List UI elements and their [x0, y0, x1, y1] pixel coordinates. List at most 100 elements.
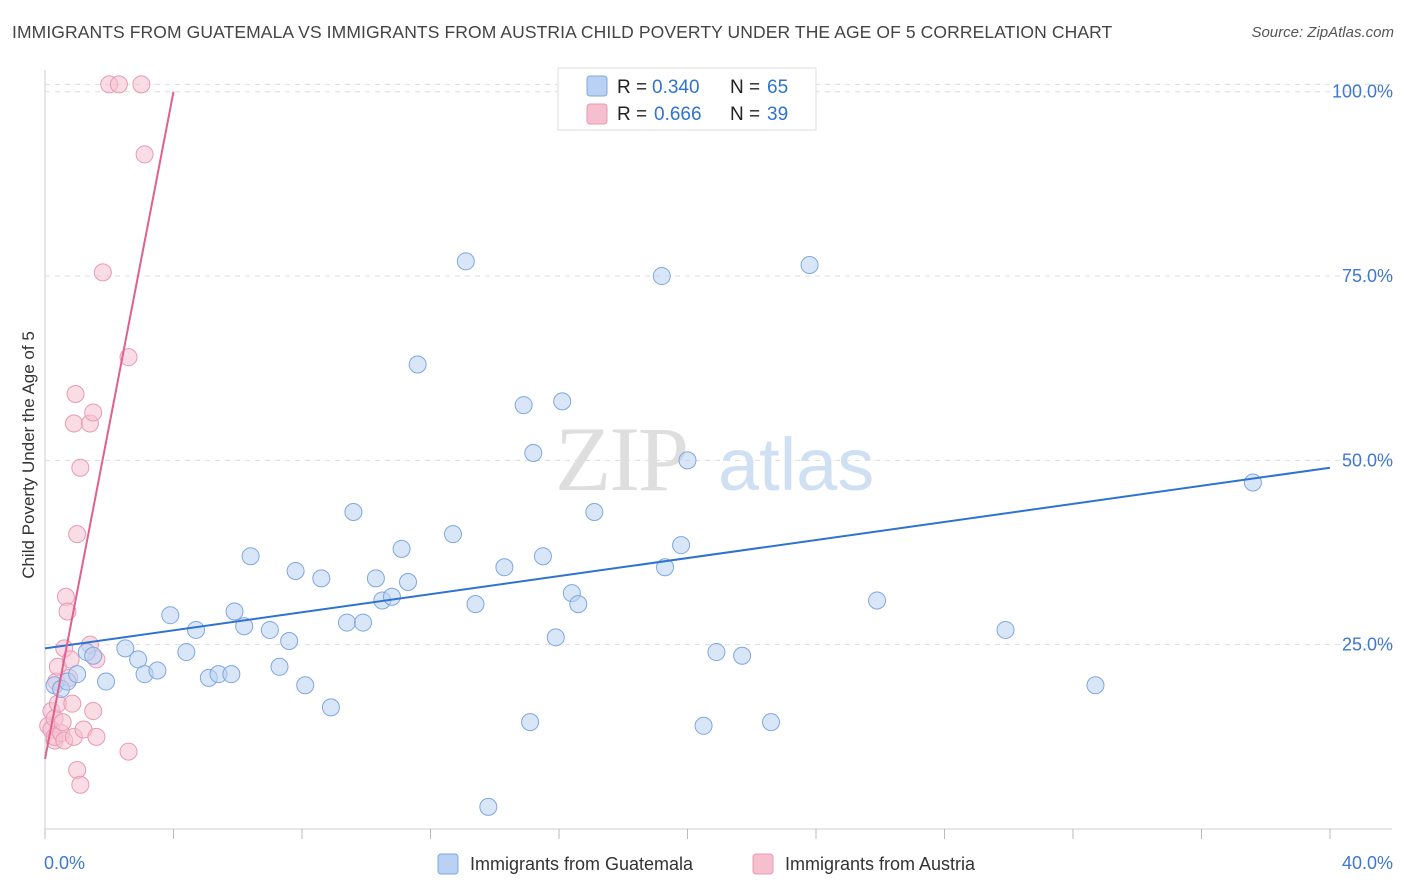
legend-top: R = 0.340 N = 65 R = 0.666 N = 39	[557, 67, 817, 131]
point-guatemala	[344, 502, 363, 521]
point-guatemala	[553, 392, 572, 411]
point-guatemala	[585, 502, 604, 521]
point-guatemala	[408, 355, 427, 374]
x-tick-label-end: 40.0%	[1342, 853, 1393, 873]
point-austria	[63, 694, 82, 713]
point-guatemala	[270, 657, 289, 676]
legend-r-label-2: R =	[617, 104, 647, 125]
y-axis-label: Child Poverty Under the Age of 5	[19, 331, 38, 579]
legend-n-label-2: N =	[730, 104, 760, 125]
point-guatemala	[533, 547, 552, 566]
point-guatemala	[672, 536, 691, 555]
point-guatemala	[97, 672, 116, 691]
legend-swatch-guatemala	[586, 75, 608, 97]
x-tick-label-start: 0.0%	[44, 853, 85, 873]
point-guatemala	[466, 595, 485, 614]
watermark-zip: ZIP	[555, 408, 687, 510]
legend-n-value-1: 65	[767, 77, 788, 98]
point-guatemala	[116, 639, 135, 658]
data-points	[39, 75, 1262, 816]
point-austria	[84, 702, 103, 721]
legend-r-label-1: R =	[617, 77, 647, 98]
legend-n-value-2: 39	[767, 104, 788, 125]
point-austria	[135, 145, 154, 164]
point-guatemala	[479, 797, 498, 816]
point-guatemala	[296, 676, 315, 695]
point-guatemala	[337, 613, 356, 632]
axes: 25.0% 50.0% 75.0% 100.0% 0.0% 40.0%	[44, 70, 1393, 873]
point-guatemala	[656, 558, 675, 577]
point-guatemala	[996, 620, 1015, 639]
point-guatemala	[495, 558, 514, 577]
point-austria	[119, 742, 138, 761]
chart-title: IMMIGRANTS FROM GUATEMALA VS IMMIGRANTS …	[12, 22, 1113, 42]
point-guatemala	[652, 267, 671, 286]
point-guatemala	[161, 606, 180, 625]
y-tick-label: 50.0%	[1342, 450, 1393, 470]
point-guatemala	[235, 617, 254, 636]
point-austria	[68, 525, 87, 544]
bottom-legend-swatch-austria	[752, 853, 774, 875]
point-guatemala	[260, 620, 279, 639]
point-guatemala	[222, 665, 241, 684]
trend-line-austria	[44, 91, 175, 760]
bottom-legend-label-austria: Immigrants from Austria	[785, 854, 976, 874]
point-guatemala	[84, 646, 103, 665]
legend-r-value-1: 0.340	[652, 77, 700, 98]
point-guatemala	[354, 613, 373, 632]
point-guatemala	[800, 256, 819, 274]
bottom-legend-label-guatemala: Immigrants from Guatemala	[470, 854, 694, 874]
point-austria	[71, 458, 90, 477]
point-guatemala	[678, 451, 697, 470]
point-guatemala	[546, 628, 565, 647]
point-guatemala	[177, 643, 196, 662]
point-austria	[132, 75, 151, 94]
point-guatemala	[521, 713, 540, 732]
legend-swatch-austria	[586, 103, 608, 125]
point-austria	[109, 75, 128, 94]
point-austria	[71, 775, 90, 794]
point-guatemala	[286, 561, 305, 580]
trend-line-guatemala	[44, 466, 1331, 650]
point-guatemala	[524, 444, 543, 462]
point-guatemala	[225, 602, 244, 621]
point-guatemala	[186, 620, 205, 639]
point-guatemala	[312, 569, 331, 588]
point-guatemala	[733, 646, 752, 665]
trend-lines	[44, 91, 1331, 760]
point-guatemala	[456, 252, 475, 271]
point-guatemala	[514, 396, 533, 415]
point-guatemala	[241, 547, 260, 566]
point-guatemala	[569, 595, 588, 614]
point-guatemala	[280, 632, 299, 650]
bottom-legend-swatch-guatemala	[437, 853, 459, 875]
point-guatemala	[321, 698, 340, 717]
legend-bottom: Immigrants from Guatemala Immigrants fro…	[437, 853, 976, 875]
point-austria	[119, 348, 138, 367]
point-austria	[53, 713, 72, 732]
point-austria	[84, 403, 103, 422]
point-guatemala	[392, 539, 411, 558]
point-guatemala	[694, 716, 713, 735]
point-austria	[68, 761, 87, 780]
point-guatemala	[366, 569, 385, 588]
legend-r-value-2: 0.666	[654, 104, 702, 125]
point-guatemala	[762, 713, 781, 732]
point-austria	[93, 263, 112, 282]
point-guatemala	[382, 587, 401, 606]
point-guatemala	[1243, 473, 1262, 492]
watermark-atlas: atlas	[718, 423, 874, 506]
point-guatemala	[707, 643, 726, 662]
point-guatemala	[399, 573, 418, 592]
point-guatemala	[1086, 676, 1105, 695]
point-guatemala	[868, 591, 887, 610]
source-label: Source: ZipAtlas.com	[1251, 24, 1394, 41]
legend-n-label-1: N =	[730, 77, 760, 98]
point-austria	[87, 727, 106, 746]
point-guatemala	[148, 661, 167, 680]
point-guatemala	[68, 665, 87, 684]
y-tick-label: 75.0%	[1342, 266, 1393, 286]
point-austria	[64, 414, 83, 433]
watermark: ZIP atlas	[555, 408, 874, 510]
